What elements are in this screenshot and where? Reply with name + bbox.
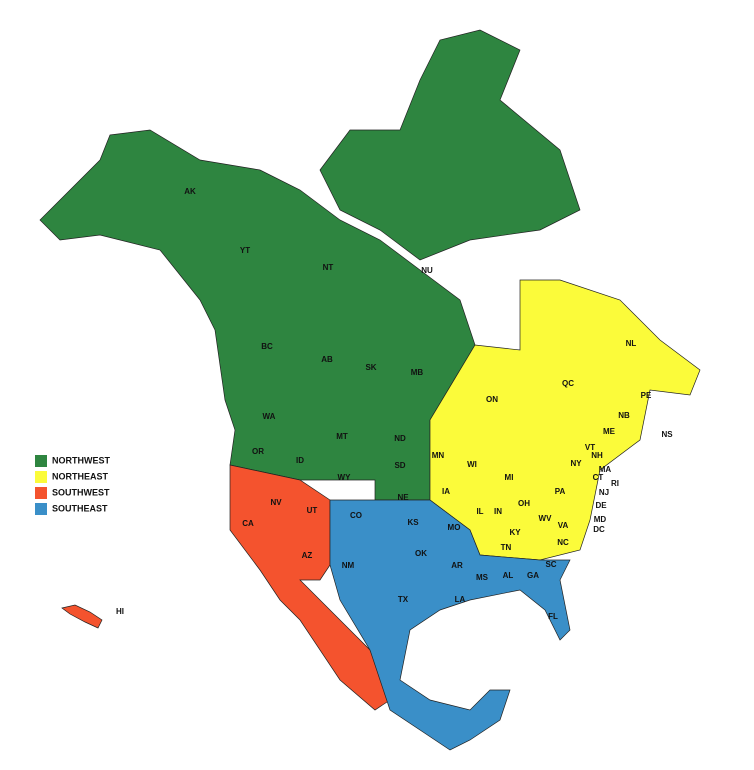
region-label: MD <box>594 515 607 524</box>
region-label: WA <box>263 412 276 421</box>
region-label: ON <box>486 395 498 404</box>
region-label: MB <box>411 368 424 377</box>
region-label: NS <box>661 430 673 439</box>
region-label: VT <box>585 443 595 452</box>
region-label: MN <box>432 451 445 460</box>
region-label: MA <box>599 465 612 474</box>
region-label: OK <box>415 549 427 558</box>
legend-label: NORTHWEST <box>52 455 110 465</box>
southeast-region <box>329 499 571 751</box>
region-label: AZ <box>302 551 313 560</box>
region-label: CT <box>593 473 604 482</box>
region-label: NC <box>557 538 569 547</box>
region-label: VA <box>558 521 569 530</box>
region-label: AR <box>451 561 463 570</box>
region-label: MO <box>448 523 461 532</box>
region-label: AK <box>184 187 196 196</box>
regions <box>39 29 701 751</box>
region-label: NY <box>570 459 582 468</box>
legend-label: SOUTHWEST <box>52 487 110 497</box>
region-label: NV <box>270 498 282 507</box>
region-label: UT <box>307 506 318 515</box>
region-label: WV <box>539 514 553 523</box>
region-label: KS <box>407 518 419 527</box>
region-label: ND <box>394 434 406 443</box>
region-label: NU <box>421 266 433 275</box>
legend-swatch <box>35 487 47 499</box>
region-label: HI <box>116 607 124 616</box>
region-label: WY <box>338 473 352 482</box>
region-label: QC <box>562 379 574 388</box>
region-label: NJ <box>599 488 609 497</box>
region-label: WI <box>467 460 477 469</box>
region-label: PE <box>641 391 652 400</box>
region-label: DE <box>595 501 607 510</box>
region-label: AB <box>321 355 333 364</box>
region-label: IL <box>476 507 483 516</box>
region-label: SD <box>394 461 405 470</box>
region-label: NH <box>591 451 603 460</box>
region-label: MS <box>476 573 489 582</box>
legend-label: SOUTHEAST <box>52 503 108 513</box>
region-label: IN <box>494 507 502 516</box>
region-label: IA <box>442 487 450 496</box>
region-label: SC <box>545 560 556 569</box>
region-label: DC <box>593 525 605 534</box>
region-label: ME <box>603 427 616 436</box>
region-label: AL <box>503 571 514 580</box>
region-label: LA <box>455 595 466 604</box>
region-label: YT <box>240 246 250 255</box>
legend-swatch <box>35 455 47 467</box>
region-label: NB <box>618 411 630 420</box>
region-label: ID <box>296 456 304 465</box>
legend-label: NORTHEAST <box>52 471 109 481</box>
region-label: NT <box>323 263 334 272</box>
region-label: OR <box>252 447 264 456</box>
region-label: MT <box>336 432 348 441</box>
region-label: PA <box>555 487 566 496</box>
northeast-region <box>429 279 701 561</box>
region-label: TX <box>398 595 409 604</box>
region-label: NM <box>342 561 355 570</box>
region-label: OH <box>518 499 530 508</box>
hawaii <box>61 604 103 629</box>
region-label: KY <box>509 528 521 537</box>
region-label: BC <box>261 342 273 351</box>
region-label: CO <box>350 511 362 520</box>
region-label: CA <box>242 519 254 528</box>
region-label: NE <box>397 493 409 502</box>
region-label: NL <box>626 339 637 348</box>
legend-swatch <box>35 471 47 483</box>
region-label: FL <box>548 612 558 621</box>
region-label: MI <box>505 473 514 482</box>
arctic-islands <box>319 29 581 261</box>
region-label: TN <box>501 543 512 552</box>
legend-swatch <box>35 503 47 515</box>
region-label: GA <box>527 571 539 580</box>
region-label: RI <box>611 479 619 488</box>
region-label: SK <box>365 363 376 372</box>
